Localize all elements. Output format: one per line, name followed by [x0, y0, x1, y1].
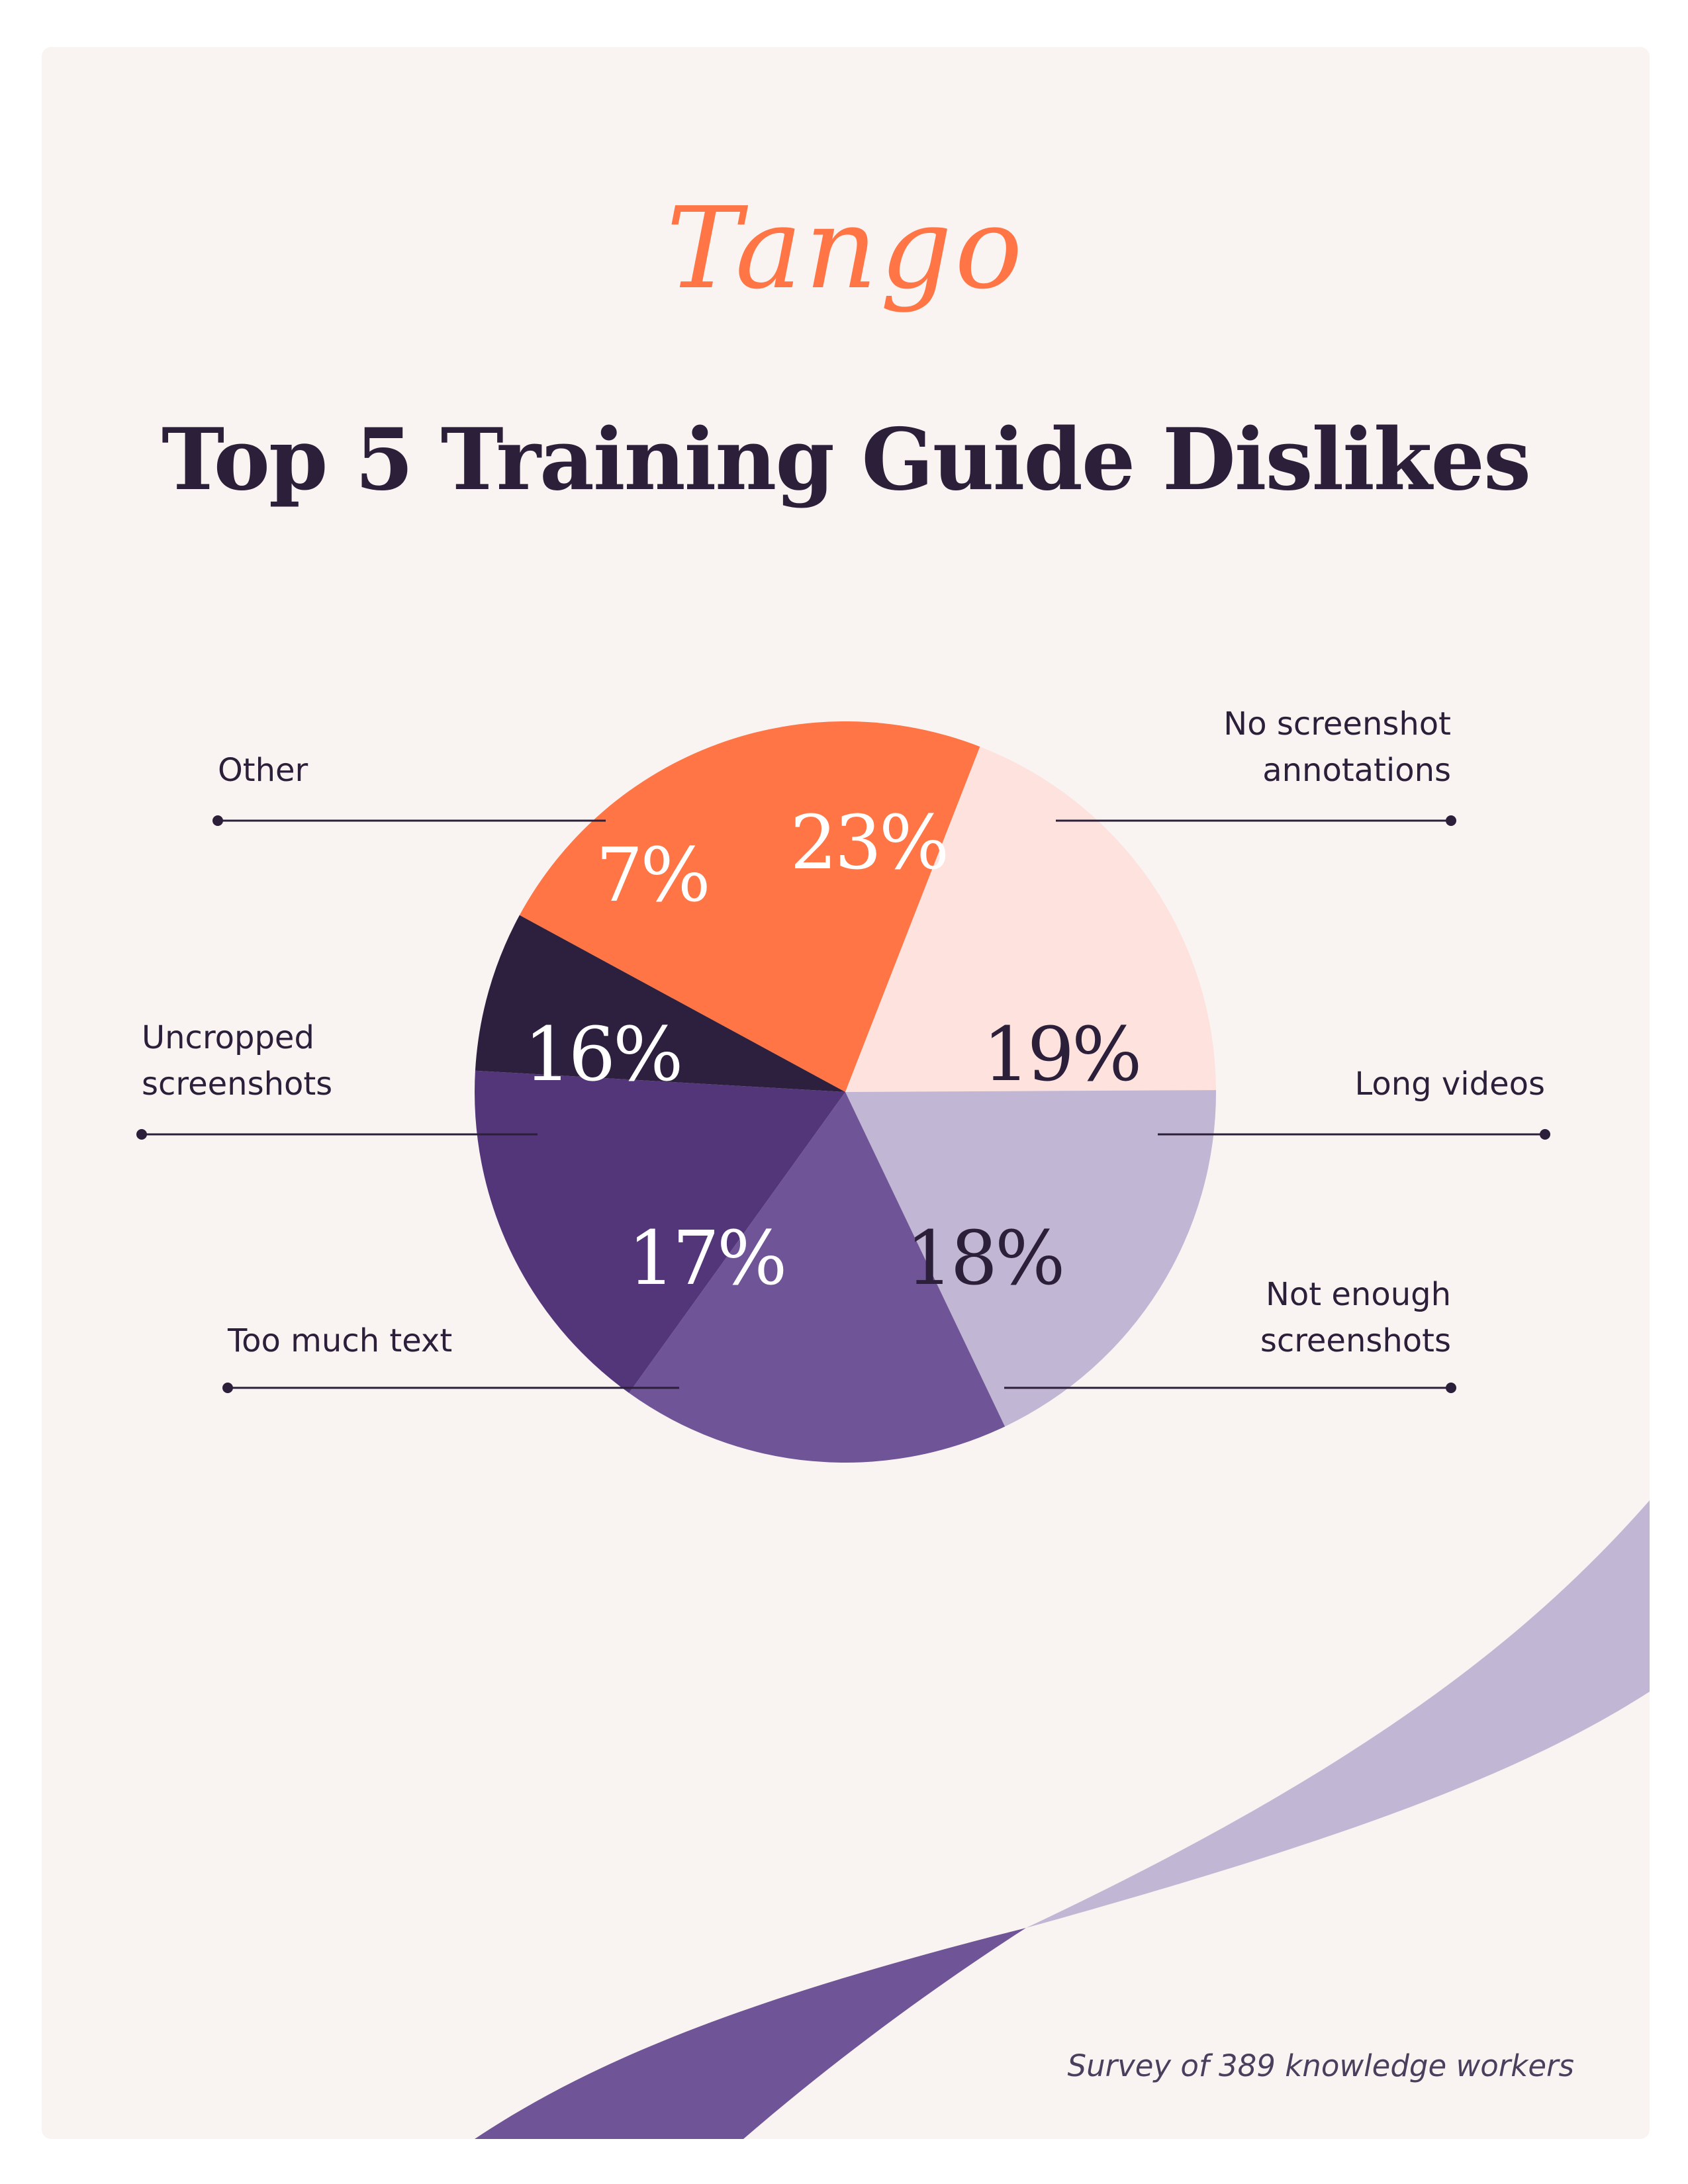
survey-footnote: Survey of 389 knowledge workers	[1067, 2048, 1574, 2083]
slice-value-label: 19%	[983, 1012, 1140, 1098]
decorative-wave	[475, 1500, 1650, 2139]
leader-dot	[1540, 1129, 1550, 1140]
slice-value-label: 7%	[596, 833, 708, 919]
leader-dot	[1446, 815, 1456, 826]
chart-title: Top 5 Training Guide Dislikes	[162, 410, 1531, 510]
pie-slice-not-enough-screenshots	[845, 1090, 1216, 1427]
tango-logo: Tango	[666, 183, 1025, 314]
slice-value-label: 18%	[906, 1216, 1063, 1302]
slice-category-label: Uncropped screenshots	[142, 1019, 332, 1103]
pie-slice-other	[475, 915, 845, 1092]
pie-slice-no-screenshot-annotations	[519, 721, 980, 1092]
slice-value-label: 16%	[524, 1012, 681, 1098]
pie-slice-too-much-text	[629, 1092, 1006, 1463]
infographic-card: Tango Top 5 Training Guide Dislikes Surv…	[42, 47, 1650, 2139]
slice-category-label: Other	[218, 752, 308, 789]
slice-category-label: Long videos	[1354, 1066, 1545, 1103]
wave-band-light	[1026, 1500, 1650, 1928]
wave-band-dark	[475, 1928, 1026, 2139]
slice-category-label: No screenshot annotations	[1223, 705, 1451, 789]
pie-slice-long-videos	[845, 747, 1216, 1092]
leader-dot	[212, 815, 223, 826]
leader-dot	[1446, 1383, 1456, 1393]
slice-value-label: 17%	[628, 1216, 785, 1302]
slice-category-label: Too much text	[227, 1322, 452, 1359]
leader-dot	[136, 1129, 147, 1140]
pie-slice-uncropped-screenshots	[475, 1070, 845, 1393]
leader-dot	[222, 1383, 233, 1393]
slice-category-label: Not enough screenshots	[1260, 1276, 1451, 1359]
slice-value-label: 23%	[790, 800, 947, 886]
